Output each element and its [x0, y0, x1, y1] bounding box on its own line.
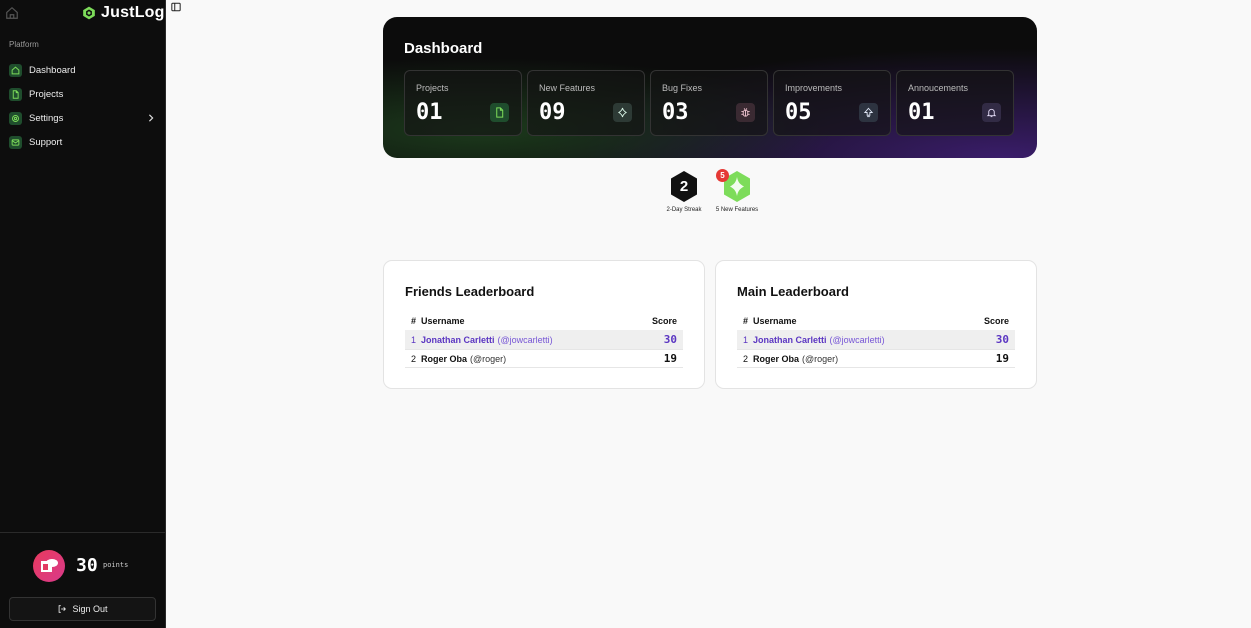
rank: 2: [411, 353, 417, 364]
sidebar: JustLog Platform Dashboard Projects Sett…: [0, 0, 166, 628]
avatar-image-icon: [41, 559, 58, 572]
col-rank: #: [743, 315, 749, 326]
display-name[interactable]: Roger Oba: [421, 353, 468, 364]
stats-row: Projects 01 New Features 09 Bug Fixes 03…: [404, 70, 1014, 136]
stat-card-bug-fixes[interactable]: Bug Fixes 03: [650, 70, 768, 136]
stat-value: 09: [539, 100, 566, 125]
brand[interactable]: JustLog: [82, 4, 165, 22]
chevron-right-icon[interactable]: [147, 113, 155, 123]
stat-label: Bug Fixes: [662, 83, 703, 93]
stat-label: Annoucements: [908, 83, 969, 93]
user-handle: (@jowcarletti): [829, 334, 885, 345]
sparkle-badge-icon: 5: [716, 169, 752, 203]
new-features-badge[interactable]: 5 5 New Features: [707, 169, 767, 213]
table-row[interactable]: 2 Roger Oba (@roger) 19: [737, 349, 1015, 368]
table-header: # Username Score: [405, 311, 683, 330]
sidebar-nav: Dashboard Projects Settings Support: [9, 58, 159, 154]
stat-label: Projects: [416, 83, 449, 93]
score: 30: [663, 333, 677, 346]
home-icon: [9, 63, 22, 77]
dashboard-card: Dashboard Projects 01 New Features 09 Bu…: [383, 17, 1037, 158]
sidebar-item-label: Support: [29, 136, 63, 148]
leaderboard-table: # Username Score 1 Jonathan Carletti (@jo…: [405, 311, 683, 368]
stat-value: 01: [416, 100, 443, 125]
avatar[interactable]: [33, 550, 65, 582]
stat-value: 01: [908, 100, 935, 125]
table-row[interactable]: 1 Jonathan Carletti (@jowcarletti) 30: [405, 330, 683, 349]
rank: 2: [743, 353, 749, 364]
points-value: 30: [76, 555, 98, 576]
sidebar-item-dashboard[interactable]: Dashboard: [9, 58, 159, 82]
display-name[interactable]: Jonathan Carletti: [421, 334, 495, 345]
table-row[interactable]: 2 Roger Oba (@roger) 19: [405, 349, 683, 368]
user-panel: 30 points Sign Out: [0, 532, 166, 628]
col-username: Username: [421, 315, 465, 326]
justlog-logo-icon: [83, 6, 95, 20]
stat-label: New Features: [539, 83, 596, 93]
friends-leaderboard: Friends Leaderboard # Username Score 1 J…: [383, 260, 705, 389]
username-cell: Roger Oba (@roger): [421, 354, 643, 364]
home-icon[interactable]: [5, 6, 19, 20]
stat-value: 05: [785, 100, 812, 125]
sign-out-button[interactable]: Sign Out: [9, 597, 156, 621]
user-handle: (@roger): [470, 353, 507, 364]
col-score: Score: [651, 315, 677, 326]
stat-value: 03: [662, 100, 689, 125]
col-rank: #: [411, 315, 417, 326]
table-header: # Username Score: [737, 311, 1015, 330]
hexagon-badge-icon: 2: [669, 170, 699, 203]
sidebar-item-support[interactable]: Support: [9, 130, 159, 154]
display-name[interactable]: Jonathan Carletti: [753, 334, 827, 345]
sign-out-icon: [59, 605, 67, 613]
gear-icon: [9, 111, 22, 125]
stat-card-annoucements[interactable]: Annoucements 01: [896, 70, 1014, 136]
user-handle: (@roger): [802, 353, 839, 364]
badge-label: 2-Day Streak: [666, 207, 702, 213]
board-title: Main Leaderboard: [737, 284, 849, 299]
stat-label: Improvements: [785, 83, 843, 93]
score: 30: [995, 333, 1009, 346]
sidebar-toggle-icon[interactable]: [171, 2, 181, 12]
streak-badge[interactable]: 2 2-Day Streak: [654, 170, 714, 213]
rank: 1: [411, 334, 417, 345]
score: 19: [995, 352, 1009, 365]
bell-icon: [982, 103, 1001, 122]
nav-section-label: Platform: [9, 40, 39, 49]
streak-value: 2: [679, 178, 689, 195]
sidebar-item-settings[interactable]: Settings: [9, 106, 159, 130]
badge-label: 5 New Features: [715, 207, 759, 213]
file-icon: [9, 87, 22, 101]
sidebar-item-label: Dashboard: [29, 64, 76, 76]
board-title: Friends Leaderboard: [405, 284, 535, 299]
username-cell: Jonathan Carletti (@jowcarletti): [421, 335, 643, 345]
sidebar-item-label: Projects: [29, 88, 64, 100]
notification-count: 5: [716, 169, 729, 182]
table-row[interactable]: 1 Jonathan Carletti (@jowcarletti) 30: [737, 330, 1015, 349]
arrow-up-icon: [859, 103, 878, 122]
points-label: points: [103, 561, 129, 569]
sign-out-label: Sign Out: [72, 604, 108, 614]
col-username: Username: [753, 315, 797, 326]
username-cell: Roger Oba (@roger): [753, 354, 975, 364]
main-leaderboard: Main Leaderboard # Username Score 1 Jona…: [715, 260, 1037, 389]
mail-icon: [9, 135, 22, 149]
username-cell: Jonathan Carletti (@jowcarletti): [753, 335, 975, 345]
score: 19: [663, 352, 677, 365]
file-icon: [490, 103, 509, 122]
user-handle: (@jowcarletti): [497, 334, 553, 345]
display-name[interactable]: Roger Oba: [753, 353, 800, 364]
page-title: Dashboard: [404, 40, 483, 57]
rank: 1: [743, 334, 749, 345]
stat-card-improvements[interactable]: Improvements 05: [773, 70, 891, 136]
stat-card-projects[interactable]: Projects 01: [404, 70, 522, 136]
brand-name: JustLog: [101, 4, 165, 21]
col-score: Score: [983, 315, 1009, 326]
sidebar-item-projects[interactable]: Projects: [9, 82, 159, 106]
sidebar-item-label: Settings: [29, 112, 64, 124]
stat-card-new-features[interactable]: New Features 09: [527, 70, 645, 136]
bug-icon: [736, 103, 755, 122]
leaderboard-table: # Username Score 1 Jonathan Carletti (@jo…: [737, 311, 1015, 368]
sparkle-icon: [613, 103, 632, 122]
